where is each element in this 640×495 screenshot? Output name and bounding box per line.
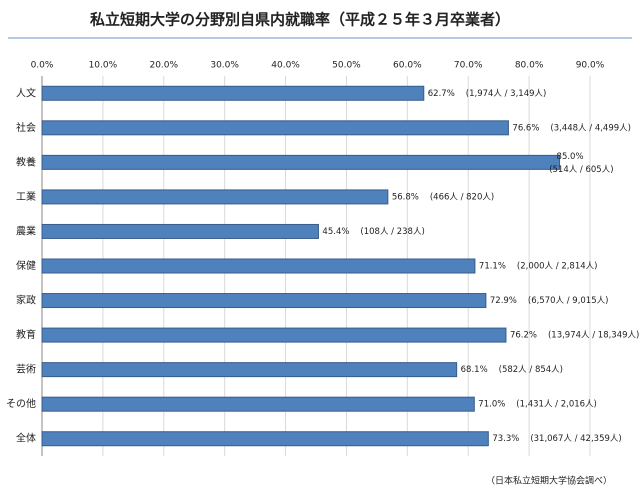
bar [41,189,389,205]
bar [41,431,489,447]
bar [41,396,475,412]
y-tick-label: その他 [6,397,36,410]
source: （日本私立短期大学協会調べ） [486,475,612,487]
annotation: (1,431人 / 2,016人) [516,400,597,410]
y-tick-label: 芸術 [16,363,36,376]
value-label: 71.0% [478,400,505,410]
annotation: (108人 / 238人) [360,227,424,237]
x-tick-label: 80.0% [515,61,544,71]
annotation: (3,448人 / 4,499人) [550,123,631,133]
y-tick-label: 工業 [16,190,36,203]
value-label: 45.4% [322,227,349,237]
y-tick-label: 人文 [16,86,36,99]
x-tick-label: 40.0% [271,61,300,71]
value-label: 76.2% [510,331,537,341]
value-label: 68.1% [461,365,488,375]
annotation: (466人 / 820人) [430,192,494,202]
value-label: 85.0% [557,152,584,162]
bar [41,362,458,378]
annotation: (582人 / 854人) [499,365,563,375]
annotation: (13,974人 / 18,349人) [548,331,639,341]
chart-title: 私立短期大学の分野別自県内就職率（平成２５年３月卒業者） [89,11,510,29]
value-label: 71.1% [479,262,506,272]
x-tick-label: 10.0% [89,61,118,71]
y-tick-label: 全体 [16,432,36,445]
annotation: (2,000人 / 2,814人) [517,262,598,272]
x-tick-label: 60.0% [393,61,422,71]
bar [41,293,487,309]
x-tick-label: 30.0% [210,61,239,71]
y-tick-label: 教養 [16,155,36,168]
x-tick-label: 20.0% [149,61,178,71]
y-tick-label: 農業 [16,224,36,237]
bar [41,223,319,239]
x-tick-label: 50.0% [332,61,361,71]
value-label: 56.8% [392,192,419,202]
annotation: (31,067人 / 42,359人) [530,434,621,444]
y-tick-label: 家政 [16,294,36,307]
bar [41,327,507,343]
bar [41,154,561,170]
x-tick-label: 0.0% [31,61,54,71]
value-label: 62.7% [428,89,455,99]
value-label: 72.9% [490,296,517,306]
bar [41,258,476,274]
y-tick-label: 教育 [16,328,36,341]
annotation: (1,974人 / 3,149人) [466,89,547,99]
bar [41,85,425,101]
y-tick-label: 社会 [16,121,36,134]
bar [41,120,509,136]
annotation: (6,570人 / 9,015人) [528,296,609,306]
x-tick-label: 90.0% [576,61,605,71]
value-label: 73.3% [492,434,519,444]
x-tick-label: 70.0% [454,61,483,71]
y-tick-label: 保健 [16,259,36,272]
value-label: 76.6% [512,123,539,133]
annotation: (514人 / 605人) [549,165,613,175]
